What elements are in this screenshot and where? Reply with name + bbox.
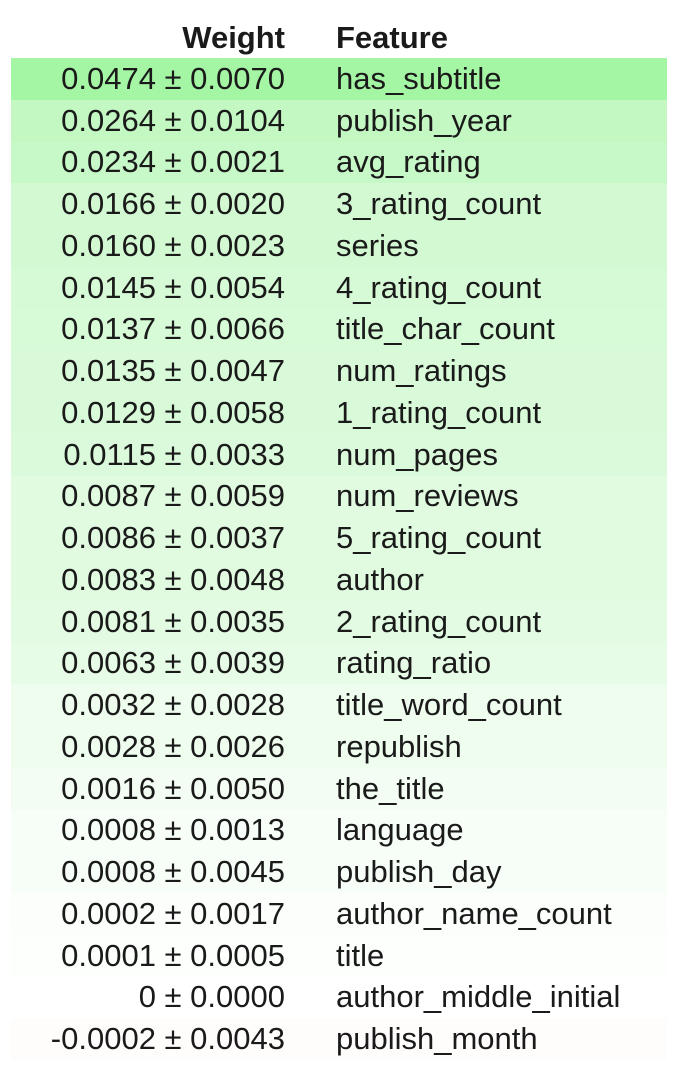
weight-cell: 0.0008 ± 0.0013	[61, 812, 285, 848]
feature-cell: series	[336, 227, 419, 263]
feature-weights-table: Weight Feature 0.0474 ± 0.0070 has_subtit…	[11, 16, 667, 1060]
table-row: 0.0160 ± 0.0023 series	[11, 225, 667, 267]
table-header: Weight Feature	[11, 16, 667, 58]
table-row: 0.0474 ± 0.0070 has_subtitle	[11, 58, 667, 100]
feature-cell: title	[336, 937, 385, 973]
feature-cell: author_middle_initial	[336, 979, 621, 1015]
feature-cell: title_word_count	[336, 687, 562, 723]
feature-cell: avg_rating	[336, 144, 481, 180]
table-row: 0.0083 ± 0.0048 author	[11, 559, 667, 601]
feature-column-header: Feature	[336, 20, 448, 55]
table-row: 0.0081 ± 0.0035 2_rating_count	[11, 600, 667, 643]
weight-cell: 0.0087 ± 0.0059	[61, 478, 285, 514]
weight-cell: 0 ± 0.0000	[138, 979, 285, 1015]
weight-cell: 0.0032 ± 0.0028	[61, 687, 285, 723]
weight-cell: 0.0001 ± 0.0005	[61, 937, 285, 973]
feature-cell: republish	[336, 728, 462, 764]
table-row: 0.0234 ± 0.0021 avg_rating	[11, 141, 667, 184]
table-row: 0.0129 ± 0.0058 1_rating_count	[11, 392, 667, 434]
weight-cell: 0.0137 ± 0.0066	[61, 311, 285, 347]
table-body: 0.0474 ± 0.0070 has_subtitle 0.0264 ± 0.01…	[11, 58, 667, 1060]
table-row: 0.0264 ± 0.0104 publish_year	[11, 99, 667, 142]
table-row: 0.0115 ± 0.0033 num_pages	[11, 433, 667, 476]
weight-cell: 0.0028 ± 0.0026	[61, 728, 285, 764]
weight-cell: 0.0135 ± 0.0047	[61, 353, 285, 389]
table-row: 0.0137 ± 0.0066 title_char_count	[11, 308, 667, 351]
feature-cell: rating_ratio	[336, 645, 492, 681]
table-row: 0.0028 ± 0.0026 republish	[11, 726, 667, 768]
table-row: 0.0087 ± 0.0059 num_reviews	[11, 475, 667, 518]
feature-cell: author	[336, 561, 424, 597]
table-row: 0 ± 0.0000 author_middle_initial	[11, 976, 667, 1019]
weight-cell: 0.0166 ± 0.0020	[61, 186, 285, 222]
feature-cell: 3_rating_count	[336, 186, 542, 222]
feature-cell: 1_rating_count	[336, 394, 542, 430]
feature-cell: author_name_count	[336, 895, 612, 931]
feature-cell: 4_rating_count	[336, 269, 542, 305]
weight-cell: 0.0129 ± 0.0058	[61, 394, 285, 430]
weight-cell: 0.0160 ± 0.0023	[61, 227, 285, 263]
table-row: 0.0016 ± 0.0050 the_title	[11, 767, 667, 810]
table-row: 0.0166 ± 0.0020 3_rating_count	[11, 183, 667, 225]
weight-cell: 0.0083 ± 0.0048	[61, 561, 285, 597]
table-row: 0.0008 ± 0.0045 publish_day	[11, 851, 667, 893]
table-row: 0.0086 ± 0.0037 5_rating_count	[11, 517, 667, 559]
feature-cell: publish_year	[336, 102, 512, 138]
weight-cell: 0.0145 ± 0.0054	[61, 269, 285, 305]
feature-cell: num_reviews	[336, 478, 519, 514]
weight-cell: 0.0016 ± 0.0050	[61, 770, 285, 806]
weight-cell: 0.0002 ± 0.0017	[61, 895, 285, 931]
weight-cell: 0.0264 ± 0.0104	[61, 102, 285, 138]
weight-cell: 0.0063 ± 0.0039	[61, 645, 285, 681]
table-row: 0.0002 ± 0.0017 author_name_count	[11, 893, 667, 935]
table-row: 0.0063 ± 0.0039 rating_ratio	[11, 642, 667, 685]
feature-cell: language	[336, 812, 464, 848]
weight-cell: 0.0474 ± 0.0070	[61, 60, 285, 96]
weight-cell: -0.0002 ± 0.0043	[50, 1021, 285, 1057]
table-row: -0.0002 ± 0.0043 publish_month	[11, 1018, 667, 1060]
table-row: 0.0001 ± 0.0005 title	[11, 934, 667, 977]
feature-cell: the_title	[336, 770, 445, 806]
feature-cell: publish_month	[336, 1021, 538, 1057]
weight-cell: 0.0115 ± 0.0033	[63, 436, 285, 472]
table-row: 0.0032 ± 0.0028 title_word_count	[11, 684, 667, 726]
feature-cell: has_subtitle	[336, 60, 502, 96]
weight-column-header: Weight	[182, 20, 285, 55]
feature-cell: title_char_count	[336, 311, 555, 347]
weight-cell: 0.0008 ± 0.0045	[61, 854, 285, 890]
table-row: 0.0135 ± 0.0047 num_ratings	[11, 350, 667, 392]
weight-cell: 0.0086 ± 0.0037	[61, 520, 285, 556]
table-row: 0.0145 ± 0.0054 4_rating_count	[11, 266, 667, 309]
feature-cell: publish_day	[336, 854, 502, 890]
weight-cell: 0.0234 ± 0.0021	[61, 144, 285, 180]
table-row: 0.0008 ± 0.0013 language	[11, 809, 667, 852]
feature-cell: 2_rating_count	[336, 603, 542, 639]
weight-cell: 0.0081 ± 0.0035	[61, 603, 285, 639]
feature-cell: num_pages	[336, 436, 499, 472]
feature-cell: 5_rating_count	[336, 520, 542, 556]
feature-cell: num_ratings	[336, 353, 507, 389]
